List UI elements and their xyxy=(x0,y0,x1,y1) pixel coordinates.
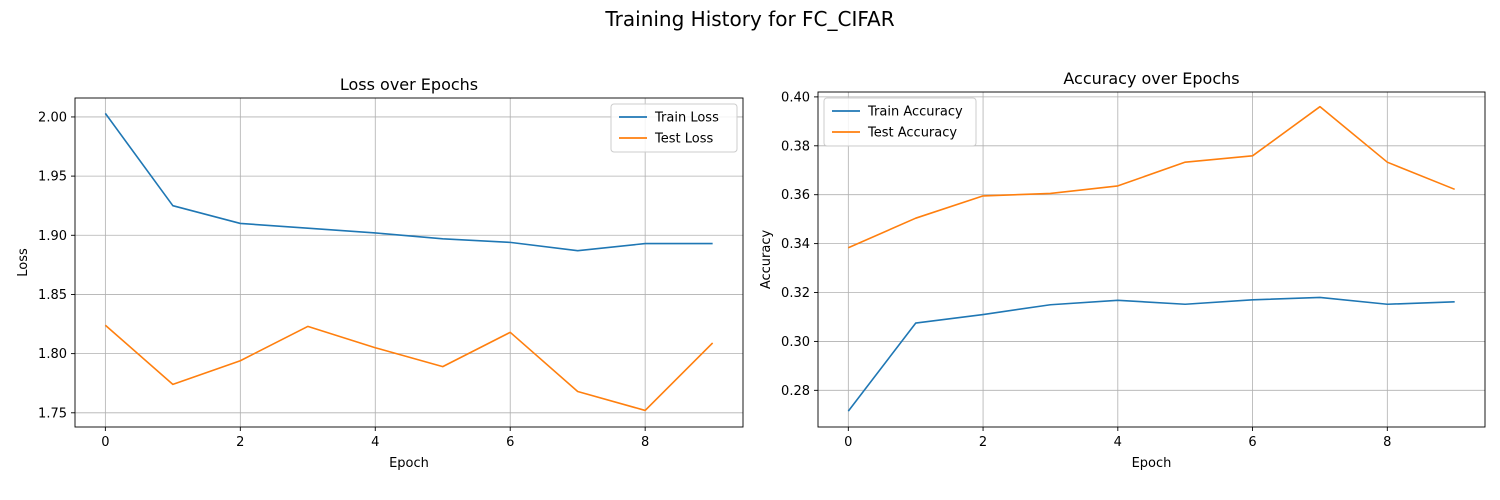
legend-label: Train Loss xyxy=(654,111,719,126)
y-tick-label: 0.36 xyxy=(781,188,810,203)
legend-box xyxy=(610,103,738,153)
y-tick-label: 1.90 xyxy=(38,229,67,244)
x-tick-label: 2 xyxy=(979,435,987,450)
x-tick-label: 0 xyxy=(101,435,109,450)
y-tick-label: 0.38 xyxy=(781,139,810,154)
x-tick-label: 4 xyxy=(371,435,379,450)
x-tick-label: 6 xyxy=(1248,435,1256,450)
legend: Train Accuracy Test Accuracy xyxy=(823,97,977,147)
y-tick-label: 1.85 xyxy=(38,288,67,303)
subplot-loss: 0 2 4 6 8 1.75 1.80 1.85 1.90 1.95 2.00 Loss over E… xyxy=(16,75,744,471)
legend-label: Train Accuracy xyxy=(867,105,963,120)
x-tick-label: 8 xyxy=(641,435,649,450)
y-tick-label: 0.32 xyxy=(781,286,810,301)
y-axis-label: Accuracy xyxy=(759,230,774,290)
x-tick-label: 4 xyxy=(1114,435,1122,450)
x-tick-label: 0 xyxy=(844,435,852,450)
axes-frame xyxy=(817,91,1486,428)
y-tick-label: 1.75 xyxy=(38,406,67,421)
series-line-test xyxy=(847,105,1455,249)
y-tick-label: 1.80 xyxy=(38,347,67,362)
subplot-accuracy: 0 2 4 6 8 0.28 0.30 0.32 0.34 0.36 0.38 0.40 Accurac… xyxy=(759,69,1486,471)
y-tick-label: 1.95 xyxy=(38,170,67,185)
subplot-title: Loss over Epochs xyxy=(340,75,478,94)
y-axis-label: Loss xyxy=(16,248,31,277)
y-tick-label: 0.34 xyxy=(781,237,810,252)
subplot-title: Accuracy over Epochs xyxy=(1063,69,1239,88)
x-tick-label: 6 xyxy=(506,435,514,450)
x-tick-label: 8 xyxy=(1383,435,1391,450)
y-tick-label: 0.28 xyxy=(781,384,810,399)
legend: Train Loss Test Loss xyxy=(610,103,738,153)
legend-label: Test Accuracy xyxy=(867,126,957,141)
legend-label: Test Loss xyxy=(654,132,713,147)
legend-box xyxy=(823,97,977,147)
y-tick-label: 2.00 xyxy=(38,110,67,125)
series-line-train xyxy=(104,112,713,252)
axes-frame xyxy=(74,97,744,428)
series-line-test xyxy=(104,324,714,412)
y-tick-label: 0.30 xyxy=(781,335,810,350)
x-axis-label: Epoch xyxy=(1132,456,1172,471)
x-tick-label: 2 xyxy=(236,435,244,450)
y-tick-label: 0.40 xyxy=(781,90,810,105)
figure-title: Training History for FC_CIFAR xyxy=(604,7,894,31)
series-line-train xyxy=(847,296,1455,412)
x-axis-label: Epoch xyxy=(389,456,429,471)
